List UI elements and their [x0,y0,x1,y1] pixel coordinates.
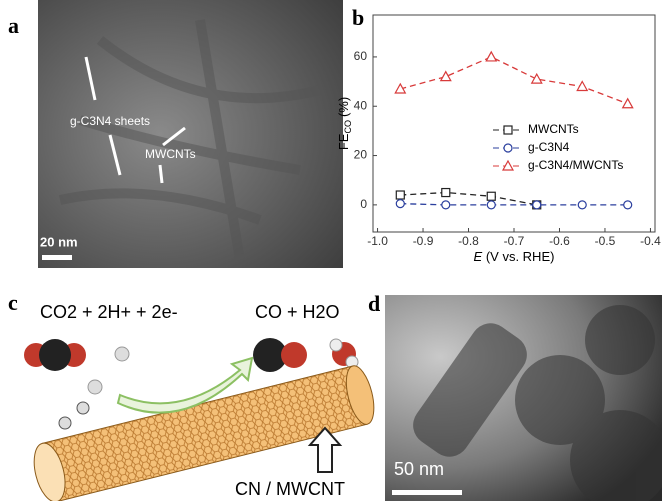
equation: CO + H2O [255,302,340,322]
y-tick-label: 20 [354,148,368,162]
chart: -1.0 -0.9 -0.8 -0.7 -0.6 -0.5 -0.4 0 20 40 60 E (V … [336,15,661,264]
marker [504,144,512,152]
label: g-C3N4 sheets [70,114,150,128]
x-axis-label: E (V vs. RHE) [474,249,555,264]
y-tick-label: 60 [354,49,368,63]
y-axis-unit: (%) [336,97,351,117]
x-tick-label: -0.4 [640,234,661,248]
series-line [400,193,536,205]
marker [578,201,586,209]
panel-letter: c [8,290,18,315]
scale-label: 20 nm [40,234,78,249]
x-tick-label: -0.9 [413,234,434,248]
panel-letter: b [352,5,364,30]
marker [442,201,450,209]
legend-label: g-C3N4/MWCNTs [528,158,623,172]
y-axis-sub: CO [343,120,353,134]
x-tick-label: -0.8 [458,234,479,248]
scale-bar [392,490,462,495]
marker [441,72,451,81]
legend-label: g-C3N4 [528,140,570,154]
x-tick-label: -0.6 [549,234,570,248]
marker [533,201,541,209]
marker [504,126,512,134]
series-line [400,57,627,104]
marker [487,201,495,209]
panel-letter: d [368,291,380,316]
scale-bar [42,255,72,260]
panel-letter: a [8,13,19,38]
x-axis-unit: (V vs. RHE) [486,249,555,264]
marker [577,82,587,91]
figure: a g-C3N4 sheets MWCNTs 20 nm b -1.0-0.9-… [0,0,662,501]
marker [396,191,404,199]
legend-label: MWCNTs [528,122,579,136]
catalyst-label: CN / MWCNT [235,479,345,499]
marker [487,192,495,200]
x-tick-label: -1.0 [367,234,388,248]
marker [624,201,632,209]
x-tick-label: -0.7 [504,234,525,248]
x-axis-var: E [474,249,483,264]
tem-image [38,0,343,268]
label: MWCNTs [145,147,196,161]
series-line [400,204,627,205]
scale-label: 50 nm [394,459,444,479]
y-tick-label: 40 [354,98,368,112]
plot-frame [373,15,655,232]
marker [623,99,633,108]
marker [486,52,496,61]
y-axis-var: FE [336,133,351,150]
marker [442,189,450,197]
y-tick-label: 0 [360,197,367,211]
x-tick-label: -0.5 [595,234,616,248]
marker [396,200,404,208]
equation: CO2 + 2H+ + 2e- [40,302,178,322]
marker [532,74,542,83]
